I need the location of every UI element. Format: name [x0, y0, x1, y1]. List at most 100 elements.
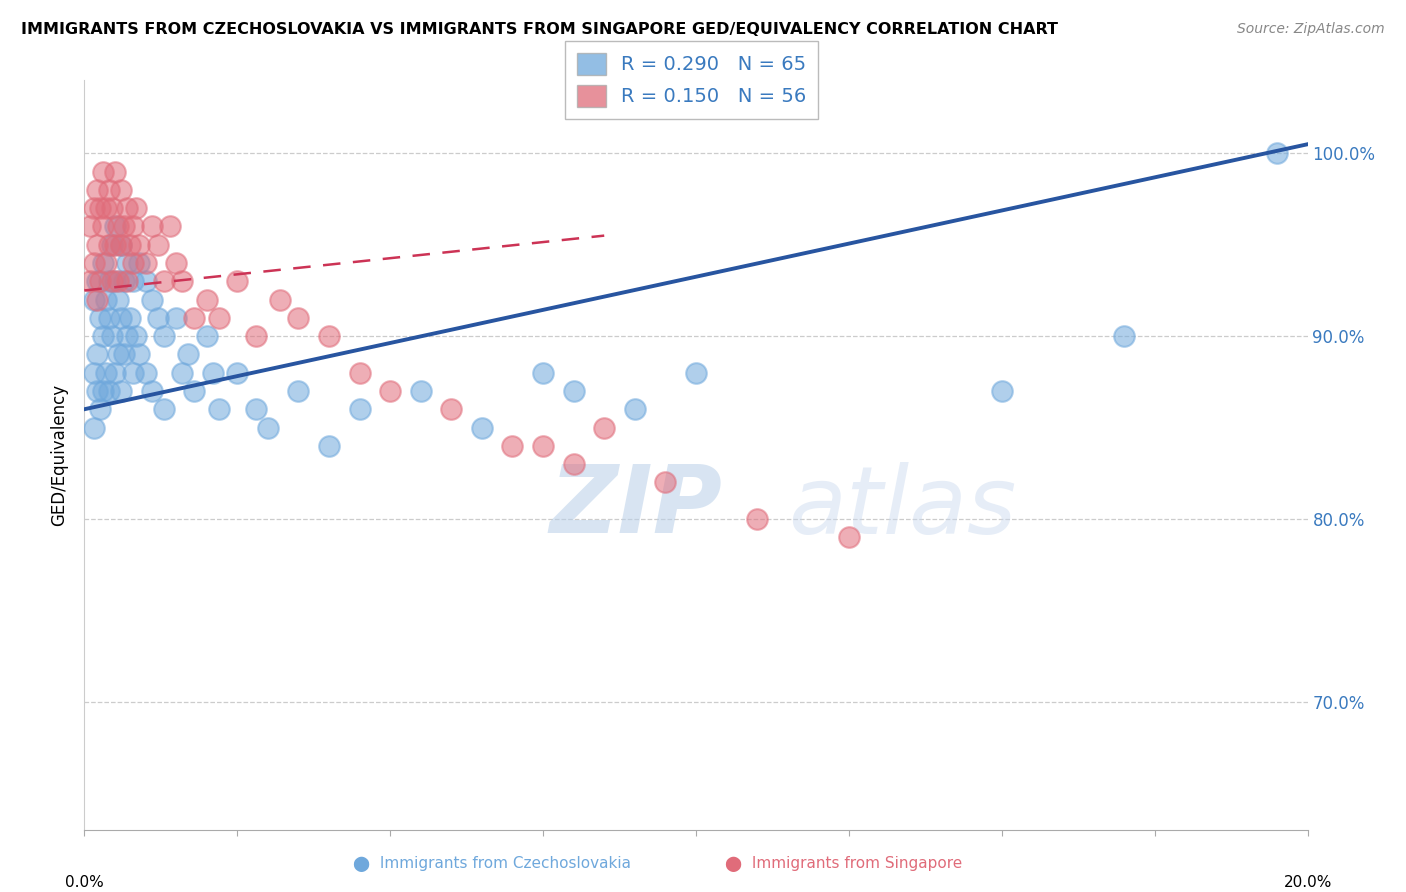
Point [685, 366, 707, 380]
Point [141, 384, 163, 398]
Point [562, 457, 585, 471]
Text: atlas: atlas [787, 462, 1017, 553]
Point [172, 366, 194, 380]
Point [177, 347, 200, 361]
Point [86, 237, 108, 252]
Point [257, 420, 280, 434]
Point [838, 530, 860, 544]
Point [115, 329, 138, 343]
Point [471, 420, 494, 434]
Point [991, 384, 1014, 398]
Point [153, 402, 176, 417]
Point [195, 293, 218, 307]
Point [97, 310, 120, 325]
Point [110, 183, 132, 197]
Point [94, 293, 117, 307]
Point [89, 310, 111, 325]
Point [183, 310, 205, 325]
Point [349, 402, 371, 417]
Point [153, 329, 176, 343]
Point [172, 274, 194, 288]
Point [128, 256, 150, 270]
Point [97, 183, 120, 197]
Point [409, 384, 432, 398]
Point [104, 274, 127, 288]
Point [531, 366, 554, 380]
Point [112, 274, 135, 288]
Point [122, 219, 145, 234]
Point [1265, 146, 1288, 161]
Point [141, 293, 163, 307]
Point [94, 201, 117, 215]
Point [94, 256, 117, 270]
Point [226, 366, 249, 380]
Point [91, 384, 114, 398]
Point [201, 366, 224, 380]
Point [91, 219, 114, 234]
Point [97, 384, 120, 398]
Point [654, 475, 676, 490]
Point [287, 384, 309, 398]
Point [79, 274, 101, 288]
Point [104, 219, 127, 234]
Point [128, 237, 150, 252]
Point [380, 384, 402, 398]
Point [101, 201, 124, 215]
Point [128, 347, 150, 361]
Text: IMMIGRANTS FROM CZECHOSLOVAKIA VS IMMIGRANTS FROM SINGAPORE GED/EQUIVALENCY CORR: IMMIGRANTS FROM CZECHOSLOVAKIA VS IMMIGR… [21, 22, 1059, 37]
Text: ⬤  Immigrants from Singapore: ⬤ Immigrants from Singapore [725, 856, 962, 872]
Point [104, 237, 127, 252]
Point [89, 201, 111, 215]
Point [115, 274, 138, 288]
Point [146, 310, 169, 325]
Point [83, 256, 105, 270]
Point [101, 274, 124, 288]
Point [91, 164, 114, 178]
Point [107, 274, 129, 288]
Point [440, 402, 463, 417]
Point [165, 310, 187, 325]
Point [115, 201, 138, 215]
Legend: R = 0.290   N = 65, R = 0.150   N = 56: R = 0.290 N = 65, R = 0.150 N = 56 [565, 41, 818, 119]
Point [110, 310, 132, 325]
Point [747, 512, 769, 526]
Point [593, 420, 616, 434]
Text: Source: ZipAtlas.com: Source: ZipAtlas.com [1237, 22, 1385, 37]
Text: 0.0%: 0.0% [65, 875, 104, 890]
Point [110, 237, 132, 252]
Point [94, 366, 117, 380]
Point [1114, 329, 1136, 343]
Point [183, 384, 205, 398]
Point [112, 347, 135, 361]
Point [104, 366, 127, 380]
Point [125, 329, 148, 343]
Point [83, 366, 105, 380]
Point [86, 384, 108, 398]
Point [562, 384, 585, 398]
Point [83, 293, 105, 307]
Point [153, 274, 176, 288]
Point [107, 347, 129, 361]
Text: 20.0%: 20.0% [1284, 875, 1331, 890]
Point [318, 329, 340, 343]
Point [531, 439, 554, 453]
Point [83, 420, 105, 434]
Point [107, 293, 129, 307]
Point [101, 237, 124, 252]
Point [101, 329, 124, 343]
Point [89, 402, 111, 417]
Point [107, 219, 129, 234]
Point [86, 274, 108, 288]
Text: ⬤  Immigrants from Czechoslovakia: ⬤ Immigrants from Czechoslovakia [353, 856, 631, 872]
Point [135, 274, 157, 288]
Point [146, 237, 169, 252]
Point [245, 402, 267, 417]
Point [91, 329, 114, 343]
Point [226, 274, 249, 288]
Point [115, 256, 138, 270]
Point [318, 439, 340, 453]
Point [104, 164, 127, 178]
Point [122, 256, 145, 270]
Point [208, 402, 231, 417]
Point [349, 366, 371, 380]
